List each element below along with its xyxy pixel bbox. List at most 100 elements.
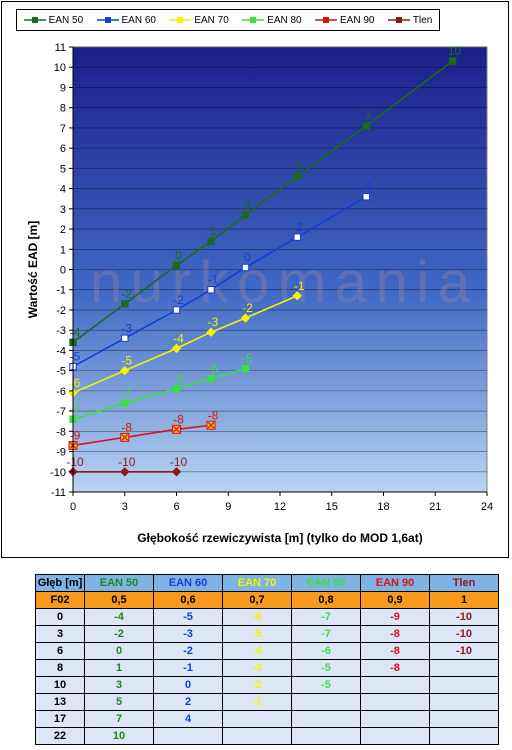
table-cell: -1 xyxy=(222,693,292,711)
x-tick-label: 3 xyxy=(122,501,128,513)
table-cell: 8 xyxy=(35,659,85,677)
table-row: 0 -4 -5 -6 -7 -9 -10 xyxy=(35,608,499,626)
table-header-row: Głęb [m] EAN 50 EAN 60 EAN 70 EAN 80 EAN 90 Tl… xyxy=(35,574,499,592)
chart-frame: nurkomania -4 -2 0 1 3 5 7 10 -5 -3 -2 -1 0 2 4 -6 -5 -4-… xyxy=(1,1,509,558)
table-cell: -9 xyxy=(360,608,430,626)
table-header-cell: EAN 90 xyxy=(360,574,430,592)
data-point xyxy=(172,261,181,270)
data-point xyxy=(121,334,129,342)
series-ean-70: -6 -5 -4 -3 -2 -1 xyxy=(68,279,305,398)
table-cell: 1 xyxy=(429,591,499,609)
table-cell: -5 xyxy=(153,608,223,626)
table-row-f02: F02 0,5 0,6 0,7 0,8 0,9 1 xyxy=(35,591,499,609)
table-header-cell: EAN 50 xyxy=(84,574,154,592)
table-cell: -10 xyxy=(429,625,499,643)
x-tick-label: 0 xyxy=(70,501,76,513)
data-label: -8 xyxy=(121,420,132,434)
table-cell: 2 xyxy=(153,693,223,711)
table-cell: -7 xyxy=(291,608,361,626)
table-row: 8 1 -1 -3 -5 -8 xyxy=(35,659,499,677)
data-point-cross xyxy=(173,425,180,433)
data-label: -9 xyxy=(70,428,81,442)
chart-svg: nurkomania -4-20135710-5-3-2-1024-6-5-4-… xyxy=(26,42,493,545)
table-cell: -4 xyxy=(222,642,292,660)
series-line xyxy=(72,60,453,343)
table-cell xyxy=(360,693,430,711)
legend-swatch xyxy=(242,15,265,25)
y-tick-label: 4 xyxy=(60,184,66,196)
data-point xyxy=(206,327,216,337)
legend-swatch xyxy=(314,15,337,25)
table-cell: 5 xyxy=(84,693,154,711)
data-point xyxy=(120,365,130,376)
y-tick-label: -10 xyxy=(50,467,66,479)
y-tick-label: 3 xyxy=(60,204,66,216)
y-tick-label: 1 xyxy=(60,244,66,256)
legend-label: EAN 80 xyxy=(267,14,302,26)
data-point xyxy=(207,237,215,245)
x-axis-label: Głębokość rzewiczywista [m] (tylko do MO… xyxy=(137,531,422,545)
table-cell: 0 xyxy=(84,642,154,660)
table-cell: 10 xyxy=(84,727,154,745)
series-tlen: -10 -10 -10 xyxy=(66,455,187,477)
data-point xyxy=(362,192,370,201)
table-cell xyxy=(360,676,430,694)
y-axis-label: Wartość EAD [m] xyxy=(26,221,40,319)
data-label: -8 xyxy=(173,412,184,426)
x-tick-label: 24 xyxy=(481,501,493,513)
data-label: -10 xyxy=(66,455,84,469)
table-cell: -3 xyxy=(153,625,223,643)
data-point xyxy=(120,467,130,477)
x-tick-label: 12 xyxy=(274,501,286,513)
data-label: -7 xyxy=(121,386,132,400)
data-point xyxy=(171,467,182,477)
table-cell: 0,8 xyxy=(291,591,361,609)
y-tick-label: 9 xyxy=(60,82,66,94)
data-label: 4 xyxy=(365,180,372,194)
data-label: -2 xyxy=(173,293,184,307)
legend-label: EAN 90 xyxy=(339,14,375,26)
table-cell: 0 xyxy=(153,676,223,694)
data-label: 3 xyxy=(244,198,251,212)
y-tick-label: 8 xyxy=(60,103,66,115)
legend-item: EAN 60 xyxy=(96,15,156,26)
y-tick-label: -1 xyxy=(56,285,66,297)
table-cell: 0 xyxy=(35,608,85,626)
data-point xyxy=(293,172,301,181)
y-tick-label: -4 xyxy=(56,345,66,357)
data-label: -10 xyxy=(118,455,136,469)
x-tick-label: 6 xyxy=(173,501,179,513)
data-label: -3 xyxy=(208,315,219,329)
data-label: -3 xyxy=(121,321,132,335)
table-cell xyxy=(429,727,499,745)
data-point xyxy=(241,364,250,373)
data-point xyxy=(293,233,301,241)
data-label: -5 xyxy=(208,362,219,376)
data-point xyxy=(292,291,302,301)
data-point xyxy=(207,375,215,383)
data-label: 1 xyxy=(210,224,217,238)
data-label: -6 xyxy=(70,376,81,390)
data-table: Głęb [m] EAN 50 EAN 60 EAN 70 EAN 80 EAN 90 Tl… xyxy=(35,574,499,745)
table-header-cell: EAN 70 xyxy=(222,574,292,592)
data-label: -4 xyxy=(173,331,184,345)
legend-swatch xyxy=(96,15,119,25)
table-cell xyxy=(291,693,361,711)
table-cell: -8 xyxy=(360,642,430,660)
y-tick-label: -9 xyxy=(56,447,66,459)
series-ean-60: -5 -3 -2 -1 0 2 4 xyxy=(69,180,372,371)
table-row: 22 10 xyxy=(35,727,499,745)
table-header-cell: EAN 60 xyxy=(153,574,223,592)
table-cell xyxy=(429,710,499,728)
data-label: -1 xyxy=(208,273,219,287)
data-label: 7 xyxy=(365,109,372,123)
y-tick-label: 0 xyxy=(60,265,66,277)
table-cell: F02 xyxy=(35,591,85,609)
table-cell: -6 xyxy=(291,642,361,660)
table-cell: 10 xyxy=(35,676,85,694)
y-tick-label: -5 xyxy=(56,366,66,378)
data-label: -4 xyxy=(70,325,81,339)
table-cell: 0,9 xyxy=(360,591,430,609)
table-cell: -2 xyxy=(153,642,223,660)
